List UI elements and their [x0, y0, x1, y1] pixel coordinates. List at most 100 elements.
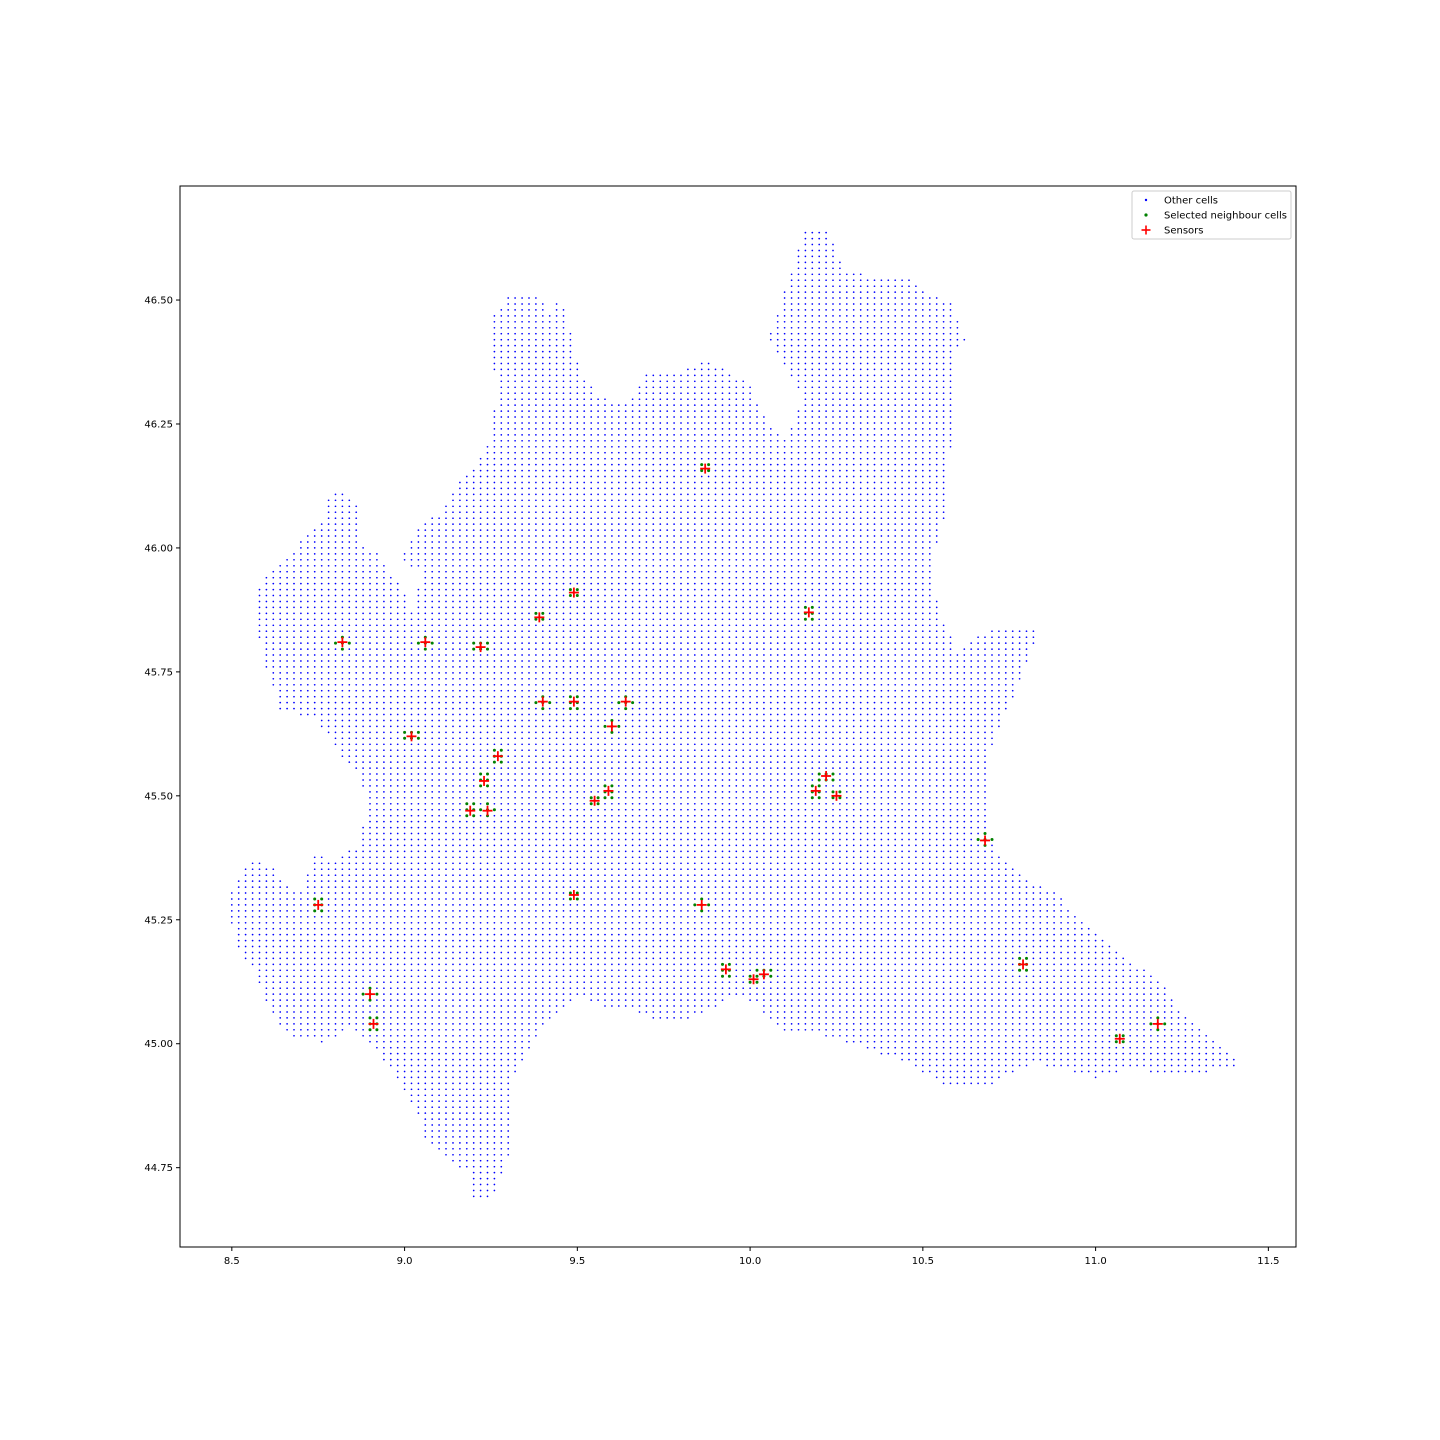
- cell-point: [645, 945, 648, 948]
- cell-point: [811, 892, 814, 894]
- cell-point: [998, 933, 1000, 936]
- cell-point: [859, 921, 862, 924]
- cell-point: [445, 1076, 447, 1079]
- cell-point: [555, 939, 558, 942]
- cell-point: [403, 963, 406, 966]
- cell-point: [327, 933, 330, 936]
- cell-point: [818, 1011, 821, 1013]
- cell-point: [887, 820, 890, 823]
- cell-point: [894, 844, 897, 847]
- cell-point: [617, 939, 620, 942]
- cell-point: [389, 862, 392, 865]
- cell-point: [1177, 1052, 1180, 1055]
- cell-point: [514, 814, 516, 817]
- cell-point: [611, 993, 613, 995]
- cell-point: [514, 874, 516, 877]
- cell-point: [721, 832, 724, 835]
- cell-point: [1039, 975, 1042, 978]
- cell-point: [320, 880, 323, 882]
- cell-point: [438, 945, 440, 948]
- cell-point: [673, 927, 675, 930]
- cell-point: [465, 904, 468, 906]
- cell-point: [313, 921, 316, 924]
- cell-point: [624, 957, 627, 960]
- cell-point: [915, 838, 917, 841]
- cell-point: [1108, 1052, 1111, 1055]
- cell-point: [1046, 999, 1049, 1001]
- cell-point: [396, 808, 399, 811]
- cell-point: [576, 850, 579, 853]
- cell-point: [465, 826, 468, 829]
- cell-point: [535, 892, 537, 894]
- cell-point: [928, 1005, 931, 1007]
- cell-point: [410, 1046, 413, 1049]
- cell-point: [472, 1177, 475, 1180]
- cell-point: [1067, 915, 1069, 918]
- cell-point: [942, 1011, 945, 1013]
- cell-point: [1053, 981, 1055, 984]
- cell-point: [1177, 1040, 1180, 1043]
- cell-point: [908, 915, 910, 918]
- cell-point: [666, 868, 669, 871]
- neighbour-cell-point: [361, 992, 365, 996]
- cell-point: [617, 921, 620, 924]
- cell-point: [1074, 957, 1076, 960]
- cell-point: [590, 850, 593, 853]
- cell-point: [528, 886, 530, 888]
- cell-point: [341, 945, 344, 948]
- cell-point: [921, 1058, 924, 1061]
- cell-point: [970, 1076, 973, 1079]
- cell-point: [935, 969, 938, 972]
- cell-point: [590, 951, 593, 954]
- cell-point: [1150, 987, 1152, 990]
- cell-point: [652, 933, 655, 936]
- cell-point: [776, 993, 779, 995]
- cell-point: [818, 838, 821, 841]
- cell-point: [334, 951, 337, 954]
- cell-point: [894, 1005, 897, 1007]
- cell-point: [403, 832, 406, 835]
- cell-point: [528, 850, 530, 853]
- cell-point: [1004, 915, 1007, 918]
- cell-point: [597, 957, 599, 960]
- cell-point: [901, 862, 903, 865]
- cell-point: [369, 808, 371, 811]
- cell-point: [687, 927, 689, 930]
- cell-point: [438, 987, 440, 990]
- cell-point: [472, 963, 475, 966]
- cell-point: [514, 975, 516, 978]
- cell-point: [383, 957, 385, 960]
- cell-point: [535, 951, 537, 954]
- cell-point: [742, 957, 745, 960]
- cell-point: [369, 915, 371, 918]
- cell-point: [666, 844, 669, 847]
- cell-point: [880, 945, 883, 948]
- cell-point: [873, 874, 876, 877]
- cell-point: [991, 1040, 993, 1043]
- cell-point: [680, 987, 682, 990]
- cell-point: [839, 1034, 841, 1037]
- cell-point: [507, 933, 510, 936]
- cell-point: [597, 880, 599, 882]
- cell-point: [825, 880, 827, 882]
- cell-point: [389, 868, 392, 871]
- cell-point: [562, 981, 565, 984]
- cell-point: [645, 921, 648, 924]
- cell-point: [334, 927, 337, 930]
- cell-point: [369, 969, 371, 972]
- cell-point: [528, 975, 530, 978]
- cell-point: [535, 945, 537, 948]
- cell-point: [438, 921, 440, 924]
- cell-point: [424, 844, 427, 847]
- cell-point: [1170, 1011, 1173, 1013]
- cell-point: [472, 921, 475, 924]
- cell-point: [272, 868, 275, 871]
- cell-point: [300, 1023, 302, 1025]
- cell-point: [562, 963, 565, 966]
- cell-point: [597, 915, 599, 918]
- cell-point: [562, 927, 565, 930]
- cell-point: [763, 868, 765, 871]
- cell-point: [949, 921, 952, 924]
- cell-point: [1094, 1046, 1097, 1049]
- cell-point: [507, 1017, 510, 1019]
